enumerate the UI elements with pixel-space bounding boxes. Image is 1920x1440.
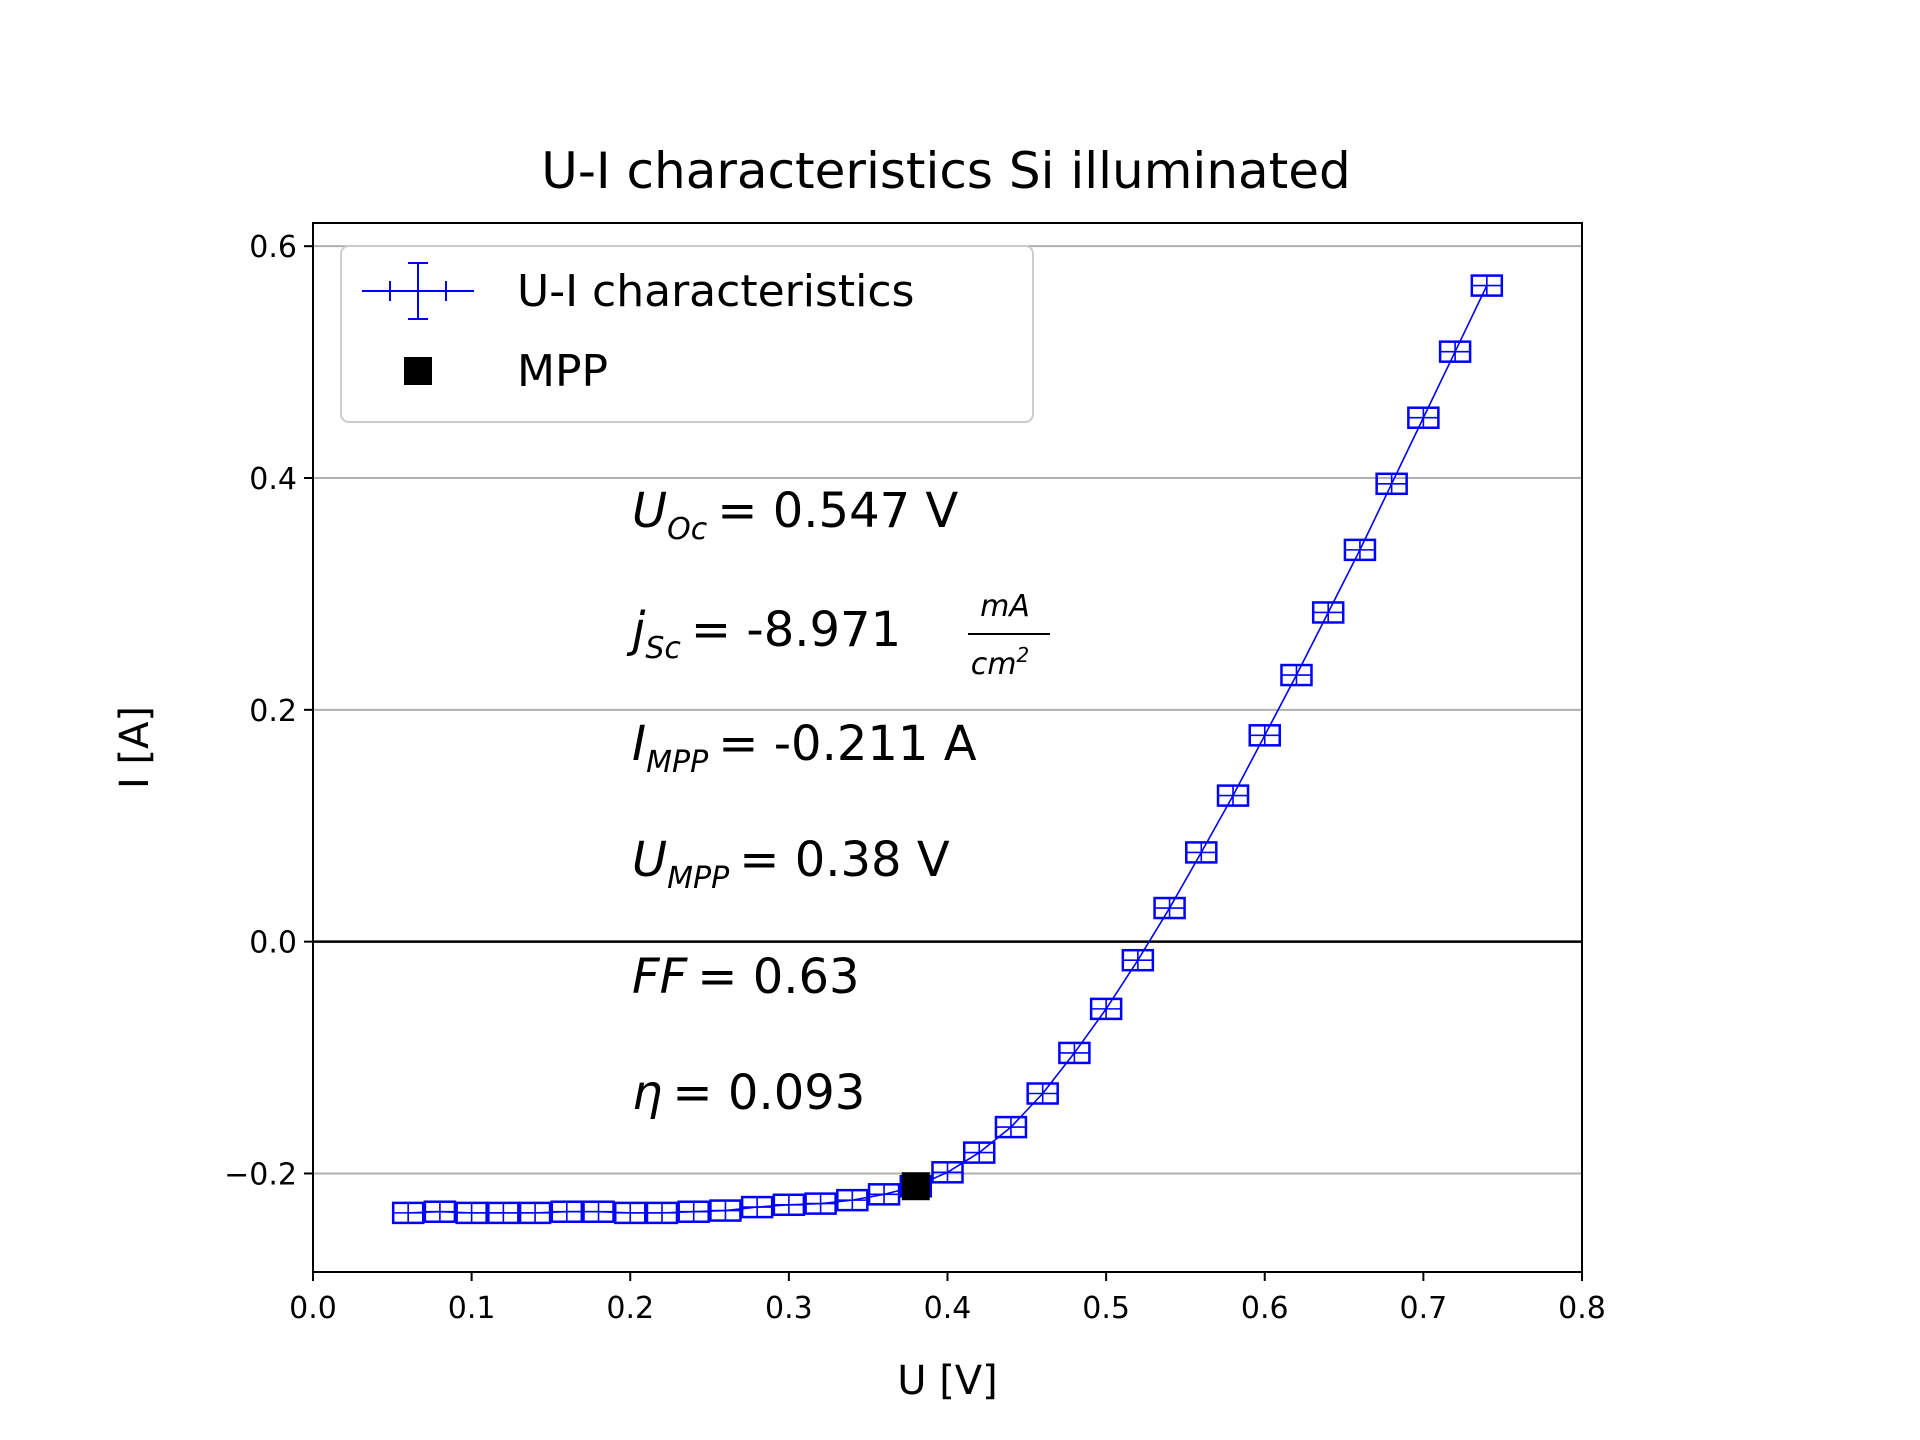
- legend-label-mpp: MPP: [517, 346, 608, 397]
- annotation-uoc: UOc = 0.547 V: [632, 483, 958, 547]
- axis-ticks: −0.2 0.0 0.2 0.4 0.6 0.0 0.1 0.2 0.3 0.4 0.5 0.6 0.7…: [224, 230, 1606, 1326]
- data-point: [1185, 841, 1218, 864]
- annotations: UOc = 0.547 V jSc = -8.971 mA cm2 IMPP = -0…: [626, 483, 1050, 1121]
- annotation-jsc: jSc = -8.971 mA cm2: [626, 589, 1050, 682]
- data-point: [836, 1188, 869, 1212]
- data-point: [1121, 948, 1155, 972]
- y-tick-label: 0.4: [249, 462, 297, 497]
- data-point: [772, 1193, 806, 1217]
- data-point: [1470, 274, 1504, 297]
- data-point: [931, 1161, 964, 1184]
- data-point: [1026, 1082, 1059, 1105]
- data-point: [962, 1141, 996, 1164]
- y-axis-label: I [A]: [112, 706, 158, 789]
- data-point: [1280, 663, 1313, 687]
- svg-text:mA: mA: [980, 589, 1030, 624]
- x-tick-label: 0.1: [448, 1291, 496, 1326]
- data-point: [1311, 601, 1345, 624]
- data-point: [1089, 997, 1123, 1021]
- data-point: [1343, 538, 1377, 562]
- mpp-marker: [901, 1172, 930, 1201]
- data-point: [1407, 406, 1440, 429]
- data-point: [1216, 784, 1250, 807]
- x-tick-label: 0.0: [289, 1291, 337, 1326]
- data-point: [645, 1201, 679, 1225]
- y-tick-label: 0.6: [249, 230, 297, 265]
- data-point: [740, 1195, 774, 1219]
- data-point: [1375, 472, 1408, 496]
- x-tick-label: 0.8: [1558, 1291, 1606, 1326]
- x-tick-label: 0.7: [1400, 1291, 1448, 1326]
- legend-frame: [340, 245, 1034, 423]
- y-tick-label: 0.2: [249, 694, 297, 729]
- annotation-eta: η = 0.093: [632, 1065, 865, 1121]
- x-tick-label: 0.4: [924, 1291, 972, 1326]
- chart-title: U-I characteristics Si illuminated: [541, 142, 1351, 200]
- data-point: [391, 1201, 425, 1225]
- data-point: [1248, 724, 1281, 747]
- data-point: [582, 1200, 615, 1223]
- data-point: [709, 1199, 742, 1222]
- data-point: [550, 1200, 584, 1223]
- data-point: [1153, 896, 1186, 920]
- y-tick-label: −0.2: [224, 1157, 297, 1192]
- x-tick-label: 0.2: [606, 1291, 654, 1326]
- legend-label-ui: U-I characteristics: [517, 266, 914, 317]
- data-point: [1058, 1041, 1091, 1065]
- annotation-ff: FF = 0.63: [632, 949, 860, 1005]
- x-tick-label: 0.6: [1241, 1291, 1289, 1326]
- legend-mpp-marker: [404, 357, 432, 385]
- data-point: [487, 1201, 520, 1225]
- data-point: [614, 1201, 647, 1225]
- y-tick-label: 0.0: [249, 926, 297, 961]
- data-point: [1438, 340, 1472, 363]
- x-tick-label: 0.5: [1082, 1291, 1130, 1326]
- data-point: [867, 1183, 901, 1206]
- data-point: [518, 1201, 552, 1225]
- annotation-umpp: UMPP = 0.38 V: [632, 832, 950, 896]
- svg-text:cm2: cm2: [971, 643, 1029, 682]
- data-point: [677, 1200, 710, 1223]
- annotation-impp: IMPP = -0.211 A: [632, 716, 977, 780]
- legend-errorbar-icon: [362, 262, 474, 320]
- x-axis-label: U [V]: [897, 1358, 998, 1404]
- data-point: [994, 1115, 1028, 1139]
- x-tick-label: 0.3: [765, 1291, 813, 1326]
- legend: U-I characteristics MPP: [340, 245, 1034, 423]
- data-point: [455, 1201, 488, 1225]
- data-point: [804, 1192, 837, 1215]
- plot-area: [391, 274, 1504, 1225]
- data-point: [423, 1200, 457, 1223]
